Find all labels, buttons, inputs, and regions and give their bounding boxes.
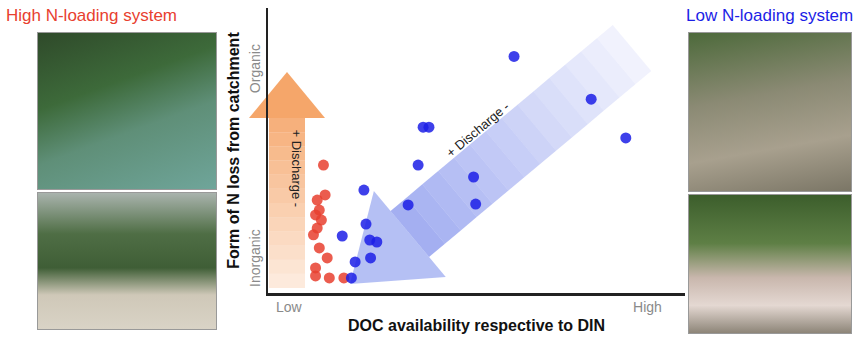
svg-text:Inorganic: Inorganic xyxy=(247,229,263,287)
svg-text:Low: Low xyxy=(276,299,303,315)
svg-text:DOC availability respective to: DOC availability respective to DIN xyxy=(348,317,605,334)
svg-text:+ Discharge -: + Discharge - xyxy=(443,99,512,160)
svg-text:+ Discharge -: + Discharge - xyxy=(289,130,304,208)
svg-text:Form of N loss from catchment: Form of N loss from catchment xyxy=(225,32,242,269)
svg-text:Organic: Organic xyxy=(247,44,263,93)
svg-text:High: High xyxy=(633,299,662,315)
html-text:Low N-loading system: Low N-loading system xyxy=(686,6,854,25)
html-text:High N-loading system: High N-loading system xyxy=(6,6,177,25)
